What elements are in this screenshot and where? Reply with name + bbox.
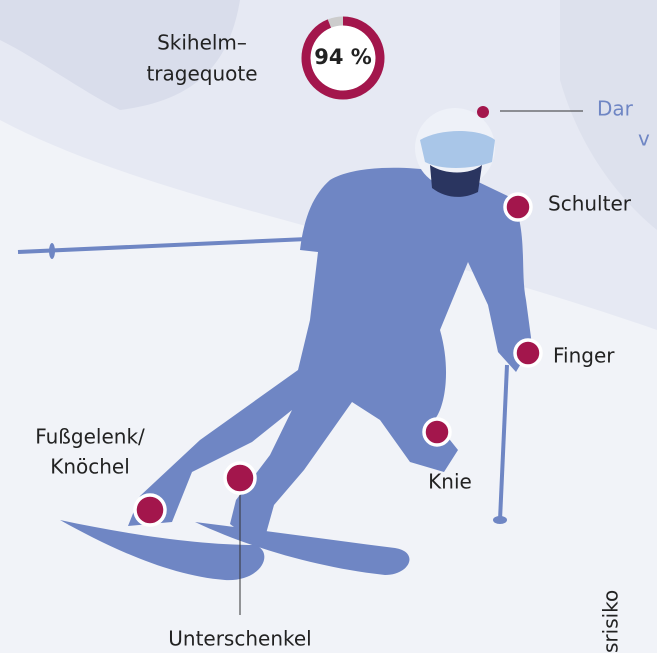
- dot: [477, 106, 489, 118]
- callout-label: Finger: [553, 344, 615, 368]
- callout-label: Knie: [428, 470, 472, 494]
- goggles: [420, 131, 495, 168]
- pole-disc: [49, 243, 55, 259]
- quote-label: tragequote: [146, 62, 257, 86]
- pole-disc: [493, 516, 507, 524]
- side-label: srisiko: [599, 590, 623, 653]
- callout-label: Dar: [597, 97, 634, 121]
- dot: [505, 194, 531, 220]
- callout-label: Schulter: [548, 192, 632, 216]
- dot: [424, 419, 450, 445]
- callout-label: Unterschenkel: [168, 627, 312, 651]
- infographic: Skihelm– tragequote 94 % Dar v Schulter …: [0, 0, 657, 653]
- callout-label: Knöchel: [50, 455, 130, 479]
- dot: [225, 463, 255, 493]
- callout-label: v: [638, 127, 650, 151]
- quote-value: 94 %: [314, 45, 372, 69]
- page: Skihelm– tragequote 94 % Dar v Schulter …: [0, 0, 657, 653]
- quote-label: Skihelm–: [157, 31, 247, 55]
- callout-label: Fußgelenk/: [35, 425, 145, 449]
- dot: [135, 495, 165, 525]
- dot: [515, 340, 541, 366]
